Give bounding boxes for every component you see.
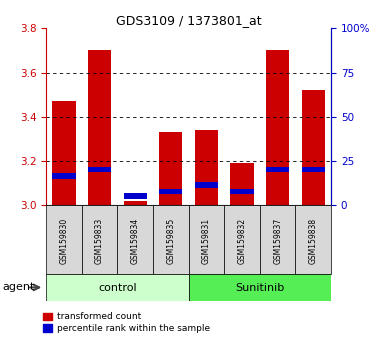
Bar (88, 51, 111, 205)
Bar (159, 132, 182, 205)
Bar (82, 205, 117, 274)
Bar (224, 205, 260, 274)
Bar (124, 193, 147, 199)
Text: GSM159831: GSM159831 (202, 218, 211, 264)
Bar (52, 101, 75, 205)
Text: GSM159835: GSM159835 (166, 218, 175, 264)
Text: GSM159838: GSM159838 (309, 218, 318, 264)
Bar (189, 274, 349, 301)
Bar (231, 189, 254, 194)
Bar (266, 51, 289, 205)
Bar (88, 167, 111, 172)
Text: GSM159833: GSM159833 (95, 218, 104, 264)
Bar (159, 189, 182, 194)
Legend: transformed count, percentile rank within the sample: transformed count, percentile rank withi… (43, 313, 210, 333)
Bar (46, 274, 189, 301)
Bar (189, 205, 224, 274)
Bar (117, 205, 153, 274)
Text: GSM159832: GSM159832 (238, 218, 246, 264)
Bar (52, 173, 75, 179)
Text: control: control (98, 282, 137, 293)
Text: Sunitinib: Sunitinib (235, 282, 285, 293)
Text: GSM159830: GSM159830 (60, 218, 69, 264)
Bar (231, 163, 254, 205)
Bar (153, 205, 189, 274)
Bar (296, 205, 331, 274)
Text: GSM159834: GSM159834 (131, 218, 140, 264)
Bar (124, 201, 147, 205)
Bar (266, 167, 289, 172)
Bar (302, 167, 325, 172)
Text: GSM159837: GSM159837 (273, 218, 282, 264)
Bar (46, 205, 82, 274)
Title: GDS3109 / 1373801_at: GDS3109 / 1373801_at (116, 14, 261, 27)
Bar (260, 205, 296, 274)
Bar (195, 130, 218, 205)
Text: agent: agent (2, 282, 34, 292)
Bar (195, 182, 218, 188)
Bar (302, 90, 325, 205)
